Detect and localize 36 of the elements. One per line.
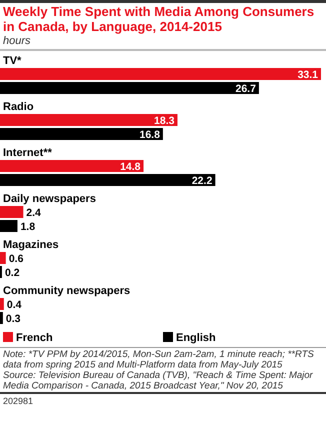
data-label: 33.1 xyxy=(298,69,318,81)
chart-title: Weekly Time Spent with Media Among Consumers in Canada, by Language, 2014-2015 xyxy=(3,4,314,34)
data-label: 18.3 xyxy=(154,115,175,127)
source-note: Source: Television Bureau of Canada (TVB), "Reach & Time Spent: Major Media Comparison - Canada, 2015 Broadcast Year," Nov 20, 2015 xyxy=(3,370,314,392)
data-label: 1.8 xyxy=(20,221,36,233)
y-tick-label: Internet** xyxy=(3,147,53,159)
chart-subtitle: hours xyxy=(3,35,32,47)
data-label: 26.7 xyxy=(235,83,256,95)
bar xyxy=(0,174,216,186)
bar xyxy=(0,206,24,218)
data-label: 14.8 xyxy=(120,161,141,173)
bar xyxy=(0,68,321,80)
y-tick-label: Daily newspapers xyxy=(3,193,96,205)
data-label: 2.4 xyxy=(26,207,42,219)
data-label: 0.6 xyxy=(8,253,24,265)
bar xyxy=(0,128,163,140)
bar xyxy=(0,252,6,264)
bar xyxy=(0,298,4,310)
y-tick-label: Community newspapers xyxy=(3,285,130,297)
text: Note: *TV PPM by 2014/2015, Mon-Sun 2am-2am, 1 minute reach; **RTS data from spring 2015 and Multi-Platform data from May-July 2015 xyxy=(3,349,314,370)
y-tick-label: Magazines xyxy=(3,239,59,251)
data-label: 0.3 xyxy=(6,313,21,325)
bar xyxy=(0,160,144,172)
data-label: 22.2 xyxy=(192,175,212,187)
data-label: 0.4 xyxy=(6,299,22,311)
y-tick-label: Radio xyxy=(3,101,34,113)
bar xyxy=(0,220,18,232)
bar xyxy=(0,114,178,126)
data-label: 16.8 xyxy=(139,129,160,141)
y-tick-label: TV* xyxy=(3,55,22,67)
bar xyxy=(0,82,259,94)
legend-label: French xyxy=(16,332,53,344)
text: 202981 xyxy=(3,396,34,406)
legend-label: English xyxy=(176,332,216,344)
data-label: 0.2 xyxy=(4,267,20,279)
bar xyxy=(0,312,3,324)
